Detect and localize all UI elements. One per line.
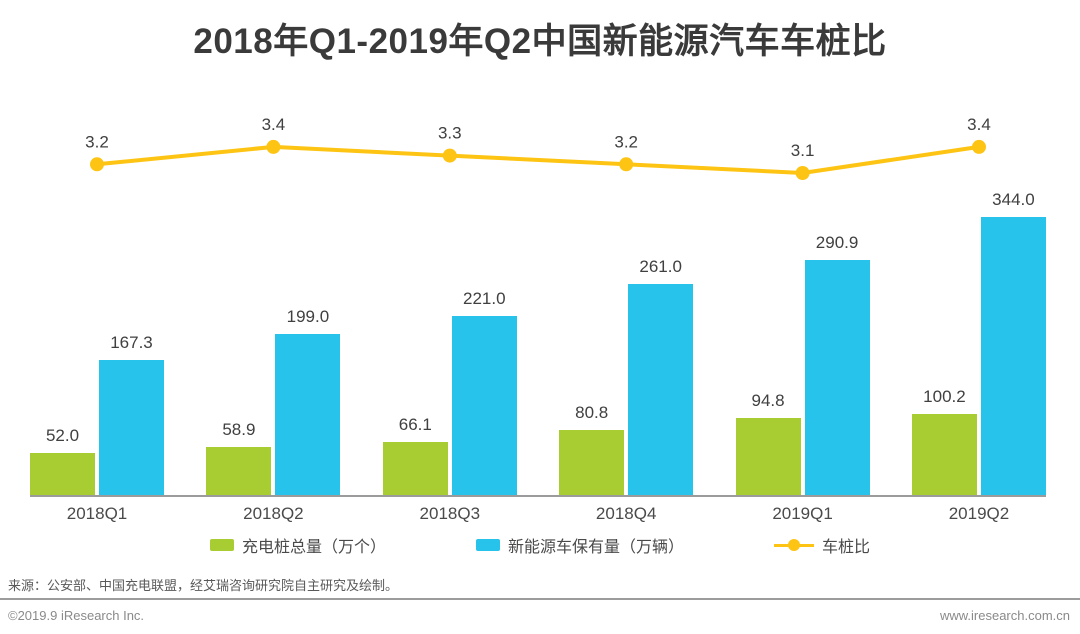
- charging-pile-bar: [559, 429, 625, 495]
- nev-ownership-bar-column: 167.3: [99, 333, 164, 495]
- legend-swatch-icon: [209, 539, 234, 551]
- bar-group: 58.9 199.0: [206, 307, 341, 495]
- bar-value-label: 52.0: [45, 426, 80, 445]
- nev-ownership-bar: [804, 259, 870, 495]
- footer-divider: [0, 598, 1080, 600]
- bar-value-label: 58.9: [222, 420, 256, 440]
- chart-title: 2018年Q1-2019年Q2中国新能源汽车车桩比: [193, 22, 887, 61]
- nev-ownership-bar-column: 221.0: [451, 289, 517, 495]
- nev-ownership-bar: [980, 217, 1046, 495]
- bar-value-label: 261.0: [639, 257, 682, 277]
- charging-pile-bar-column: 94.8: [735, 391, 801, 495]
- legend: 充电桩总量（万个） 新能源车保有量（万辆） 车桩比: [0, 533, 1080, 557]
- nev-ownership-bar-column: 199.0: [275, 307, 341, 495]
- legend-item: 新能源车保有量（万辆）: [475, 533, 684, 557]
- plot-area: 52.0 167.3 58.9 199.0 66.1 221.0 80.8 261.0 94.8…: [30, 90, 1046, 497]
- legend-swatch-icon: [475, 539, 500, 551]
- bar-value-label: 290.9: [815, 232, 859, 252]
- charging-pile-bar: [735, 418, 801, 495]
- nev-ownership-bar: [99, 359, 164, 495]
- bar-value-label: 66.1: [398, 414, 432, 434]
- charging-pile-bar-column: 80.8: [559, 402, 625, 495]
- bar-value-label: 221.0: [463, 289, 506, 309]
- legend-label: 车桩比: [822, 539, 871, 556]
- bar-value-label: 100.2: [923, 387, 966, 406]
- legend-label: 充电桩总量（万个）: [241, 539, 386, 556]
- charging-pile-bar-column: 66.1: [382, 414, 448, 495]
- source-note: 来源：公安部、中国充电联盟，经艾瑞咨询研究院自主研究及绘制。: [8, 578, 399, 593]
- x-axis-labels: 2018Q1 2018Q2 2018Q3 2018Q4 2019Q1 2019Q2: [30, 504, 1046, 524]
- charging-pile-bar-column: 58.9: [206, 420, 272, 495]
- x-axis-label: 2018Q1: [66, 504, 128, 523]
- x-axis-label: 2018Q3: [419, 504, 481, 523]
- legend-item: 充电桩总量（万个）: [209, 533, 386, 557]
- legend-dot-icon: [788, 539, 800, 551]
- nev-ownership-bar: [275, 334, 341, 495]
- charging-pile-bar-column: 100.2: [911, 387, 977, 495]
- x-axis-label: 2019Q2: [948, 504, 1010, 523]
- bar-group: 94.8 290.9: [735, 232, 870, 495]
- bar-group: 52.0 167.3: [30, 333, 164, 495]
- bar-group: 100.2 344.0: [911, 190, 1046, 495]
- charging-pile-bar: [911, 414, 977, 495]
- nev-ownership-bar-column: 261.0: [628, 257, 694, 495]
- nev-ownership-bar-column: 344.0: [980, 190, 1046, 495]
- charging-pile-bar: [206, 447, 272, 495]
- nev-ownership-bar-column: 290.9: [804, 232, 870, 495]
- nev-ownership-bar: [451, 316, 517, 495]
- bar-group: 66.1 221.0: [382, 289, 517, 495]
- bar-groups-container: 52.0 167.3 58.9 199.0 66.1 221.0 80.8 261.0 94.8…: [30, 90, 1046, 495]
- copyright-text: ©2019.9 iResearch Inc.: [8, 608, 145, 623]
- bar-value-label: 344.0: [992, 190, 1035, 209]
- charging-pile-bar: [30, 453, 95, 495]
- bar-value-label: 94.8: [751, 391, 785, 411]
- nev-ownership-bar: [628, 284, 694, 495]
- legend-line-marker-icon: [774, 538, 814, 552]
- x-axis-label: 2019Q1: [772, 504, 833, 523]
- charging-pile-bar-column: 52.0: [30, 426, 95, 495]
- bar-value-label: 80.8: [575, 402, 609, 422]
- x-axis-label: 2018Q2: [243, 504, 304, 523]
- legend-label: 新能源车保有量（万辆）: [507, 539, 684, 556]
- website-text: www.iresearch.com.cn: [939, 608, 1070, 623]
- bar-value-label: 199.0: [286, 307, 330, 327]
- bar-value-label: 167.3: [110, 332, 153, 352]
- legend-item: 车桩比: [774, 533, 870, 557]
- charging-pile-bar: [382, 441, 448, 495]
- bar-group: 80.8 261.0: [559, 257, 694, 495]
- x-axis-label: 2018Q4: [595, 504, 657, 523]
